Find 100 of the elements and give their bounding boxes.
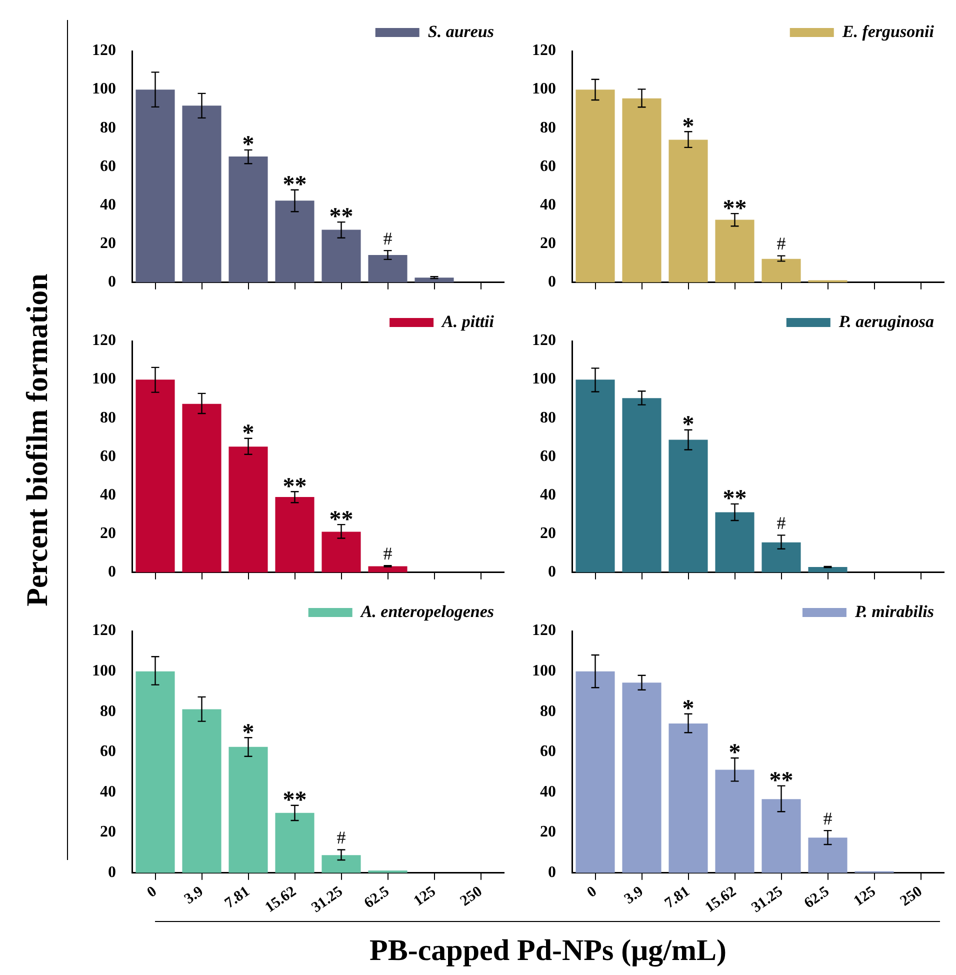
y-tick-label: 80 <box>540 702 556 720</box>
y-tick-label: 60 <box>100 743 116 760</box>
y-tick-label: 60 <box>100 158 116 175</box>
x-tick-label: 62.5 <box>802 884 832 912</box>
bar <box>275 200 314 282</box>
bar <box>322 230 361 282</box>
annotation: ** <box>769 768 794 794</box>
y-tick-label: 80 <box>540 409 556 426</box>
annotation: * <box>242 720 254 746</box>
bar <box>622 682 662 873</box>
y-tick-label: 20 <box>100 234 116 252</box>
y-tick-label: 60 <box>540 743 556 760</box>
y-tick-label: 80 <box>100 409 116 426</box>
annotation: * <box>242 132 254 158</box>
legend-label: A. enteropelogenes <box>360 602 494 621</box>
bar <box>576 671 615 873</box>
legend-label: A. pittii <box>441 312 494 331</box>
annotation: # <box>823 808 832 828</box>
annotation: * <box>242 420 254 447</box>
bar <box>668 140 708 282</box>
annotation: ** <box>282 474 307 500</box>
y-tick-label: 40 <box>100 783 116 800</box>
y-axis-title: Percent biofilm formation <box>21 274 55 606</box>
bar <box>762 542 801 572</box>
annotation: * <box>682 412 694 438</box>
y-tick-label: 100 <box>532 80 556 98</box>
annotation: ** <box>282 172 307 198</box>
annotation: ** <box>329 204 354 230</box>
annotation: * <box>682 696 694 722</box>
bar <box>715 770 754 873</box>
bar <box>414 278 454 282</box>
bar <box>576 90 615 282</box>
y-tick-label: 0 <box>108 864 116 882</box>
bar <box>715 512 754 572</box>
x-tick-label: 7.81 <box>662 884 693 912</box>
bar <box>182 404 222 572</box>
annotation: ** <box>282 788 307 814</box>
x-tick-label: 7.81 <box>222 884 253 912</box>
legend-label: E. fergusonii <box>841 22 934 41</box>
annotation: # <box>776 234 786 254</box>
y-tick-label: 0 <box>548 274 556 291</box>
y-tick-label: 20 <box>100 524 116 542</box>
x-tick-label: 125 <box>851 884 879 910</box>
bar <box>668 724 708 873</box>
y-tick-label: 60 <box>540 448 556 465</box>
bar <box>228 446 268 572</box>
x-tick-label: 0 <box>144 884 160 902</box>
bar <box>228 156 268 282</box>
bar <box>136 90 175 282</box>
y-tick-label: 20 <box>540 824 556 841</box>
y-tick-label: 120 <box>92 42 116 60</box>
y-tick-label: 60 <box>540 158 556 175</box>
y-tick-label: 40 <box>540 196 556 214</box>
bar <box>622 398 662 572</box>
x-tick-label: 15.62 <box>702 884 740 916</box>
y-tick-label: 0 <box>108 274 116 291</box>
x-tick-label: 250 <box>898 884 926 910</box>
annotation: ** <box>329 506 354 533</box>
y-tick-label: 120 <box>92 622 116 640</box>
bar <box>322 855 361 873</box>
bar <box>275 812 314 873</box>
x-tick-label: 250 <box>458 884 486 910</box>
y-tick-label: 100 <box>92 662 116 680</box>
y-tick-label: 120 <box>532 332 556 350</box>
legend-label: P. aeruginosa <box>838 312 934 331</box>
bar <box>275 497 314 572</box>
bar <box>715 220 754 282</box>
y-tick-label: 120 <box>532 42 556 60</box>
bar <box>622 98 662 282</box>
bar <box>808 567 848 572</box>
x-axis-title: PB-capped Pd-NPs (μg/mL) <box>370 934 726 968</box>
bar <box>182 106 222 282</box>
x-tick-label: 15.62 <box>262 884 300 916</box>
bar <box>228 746 268 873</box>
annotation: ** <box>722 196 747 222</box>
y-tick-label: 100 <box>92 80 116 98</box>
y-tick-label: 120 <box>92 332 116 350</box>
y-tick-label: 20 <box>540 234 556 252</box>
bar <box>808 838 848 873</box>
y-tick-label: 100 <box>532 370 556 388</box>
annotation: # <box>776 512 786 533</box>
x-tick-label: 3.9 <box>622 884 646 908</box>
y-tick-label: 40 <box>100 196 116 214</box>
annotation: # <box>383 228 392 248</box>
bar <box>322 532 361 572</box>
bar <box>762 799 801 873</box>
y-tick-label: 20 <box>540 524 556 542</box>
annotation: * <box>728 740 741 766</box>
annotation: * <box>682 114 694 140</box>
y-tick-label: 120 <box>532 622 556 640</box>
x-tick-label: 125 <box>411 884 439 910</box>
y-tick-label: 80 <box>100 119 116 136</box>
bar <box>368 566 408 572</box>
legend-label: P. mirabilis <box>854 602 934 621</box>
annotation: ** <box>722 486 747 512</box>
annotation: # <box>383 543 392 564</box>
annotation: # <box>336 827 346 848</box>
y-tick-label: 40 <box>540 486 556 504</box>
y-tick-label: 80 <box>100 702 116 720</box>
bar <box>136 671 175 873</box>
